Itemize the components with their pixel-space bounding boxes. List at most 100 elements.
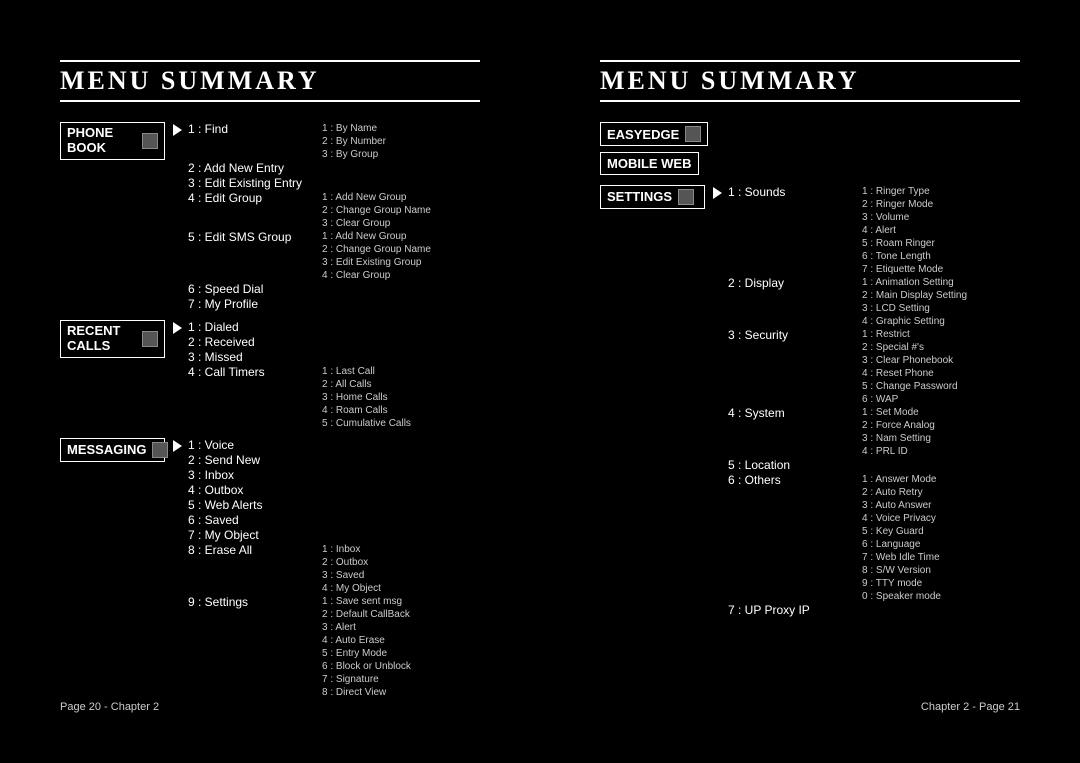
menu-item: 3 : Inbox (188, 468, 308, 483)
submenu-item: 3 : Nam Setting (862, 432, 967, 445)
level2-column: 1 : Inbox2 : Outbox3 : Saved4 : My Objec… (322, 438, 411, 699)
submenu-item: 5 : Key Guard (862, 525, 967, 538)
menu-item: 6 : Others (728, 473, 848, 488)
submenu-item: 1 : Save sent msg (322, 595, 411, 608)
submenu-item: 1 : Last Call (322, 365, 411, 378)
section-label-text: RECENT CALLS (67, 324, 136, 354)
submenu-item: 1 : Set Mode (862, 406, 967, 419)
page-title: MENU SUMMARY (60, 60, 480, 102)
section-icon (678, 189, 694, 205)
submenu-item: 3 : Volume (862, 211, 967, 224)
submenu-item: 7 : Signature (322, 673, 411, 686)
menu-item: 4 : Call Timers (188, 365, 308, 380)
submenu-item: 3 : Clear Group (322, 217, 431, 230)
submenu-item: 1 : Add New Group (322, 191, 431, 204)
submenu-item: 1 : Inbox (322, 543, 411, 556)
submenu-item: 4 : Graphic Setting (862, 315, 967, 328)
section-label: PHONE BOOK (60, 122, 165, 160)
menu-item: 5 : Location (728, 458, 848, 473)
submenu-item: 5 : Change Password (862, 380, 967, 393)
menu-item: 3 : Security (728, 328, 848, 343)
menu-item: 2 : Send New (188, 453, 308, 468)
left-content: PHONE BOOK 1 : Find 2 : Add New Entry3 : E… (60, 122, 480, 699)
menu-item: 3 : Edit Existing Entry (188, 176, 308, 191)
menu-section: MESSAGING1 : Voice2 : Send New3 : Inbox4… (60, 438, 480, 699)
menu-item: 1 : Voice (188, 438, 308, 453)
section-icon (142, 331, 158, 347)
submenu-item: 6 : Language (862, 538, 967, 551)
right-page: MENU SUMMARY EASYEDGEMOBILE WEB SETTINGS… (540, 0, 1080, 763)
section-label: RECENT CALLS (60, 320, 165, 358)
submenu-item: 2 : Special #'s (862, 341, 967, 354)
menu-item: 6 : Saved (188, 513, 308, 528)
submenu-item: 9 : TTY mode (862, 577, 967, 590)
submenu-item: 0 : Speaker mode (862, 590, 967, 603)
submenu-item: 1 : Answer Mode (862, 473, 967, 486)
submenu-item: 3 : Home Calls (322, 391, 411, 404)
section-label-text: MOBILE WEB (607, 156, 692, 171)
label-column: PHONE BOOK (60, 122, 165, 160)
submenu-item: 3 : Auto Answer (862, 499, 967, 512)
content-columns: 1 : Sounds2 : Display3 : Security4 : Sys… (728, 185, 1020, 618)
section-label-text: SETTINGS (607, 190, 672, 205)
top-label-row: MOBILE WEB (600, 152, 1020, 175)
submenu-item: 2 : Outbox (322, 556, 411, 569)
label-column: RECENT CALLS (60, 320, 165, 358)
level2-column: 1 : Last Call2 : All Calls3 : Home Calls… (322, 320, 411, 430)
submenu-item: 5 : Cumulative Calls (322, 417, 411, 430)
menu-item: 2 : Add New Entry (188, 161, 308, 176)
submenu-item: 4 : Alert (862, 224, 967, 237)
menu-item: 8 : Erase All (188, 543, 308, 558)
submenu-item: 3 : Saved (322, 569, 411, 582)
label-column: MESSAGING (60, 438, 165, 462)
submenu-item: 2 : Change Group Name (322, 243, 431, 256)
menu-section: PHONE BOOK 1 : Find 2 : Add New Entry3 : E… (60, 122, 480, 312)
submenu-item: 3 : Clear Phonebook (862, 354, 967, 367)
submenu-item: 1 : Ringer Type (862, 185, 967, 198)
level1-column: 1 : Sounds2 : Display3 : Security4 : Sys… (728, 185, 848, 618)
submenu-item: 1 : Add New Group (322, 230, 431, 243)
content-columns: 1 : Dialed2 : Received3 : Missed4 : Call… (188, 320, 480, 430)
submenu-item: 3 : By Group (322, 148, 431, 161)
submenu-item: 4 : Voice Privacy (862, 512, 967, 525)
menu-item: 2 : Received (188, 335, 308, 350)
submenu-item: 1 : By Name (322, 122, 431, 135)
menu-item: 2 : Display (728, 276, 848, 291)
section-label-text: PHONE BOOK (67, 126, 136, 156)
content-columns: 1 : Find 2 : Add New Entry3 : Edit Existi… (188, 122, 480, 312)
submenu-item: 2 : Ringer Mode (862, 198, 967, 211)
level2-column: 1 : By Name2 : By Number3 : By Group 1 : … (322, 122, 431, 312)
section-label: EASYEDGE (600, 122, 708, 146)
arrow-icon (713, 187, 722, 199)
submenu-item: 4 : Roam Calls (322, 404, 411, 417)
menu-item: 3 : Missed (188, 350, 308, 365)
submenu-item: 4 : Clear Group (322, 269, 431, 282)
submenu-item: 5 : Entry Mode (322, 647, 411, 660)
submenu-item: 2 : Default CallBack (322, 608, 411, 621)
level2-column: 1 : Ringer Type2 : Ringer Mode3 : Volume… (862, 185, 967, 618)
section-icon (685, 126, 701, 142)
submenu-item: 4 : Reset Phone (862, 367, 967, 380)
arrow-icon (173, 124, 182, 136)
menu-item: 7 : UP Proxy IP (728, 603, 848, 618)
right-top-labels: EASYEDGE MOBILE WEB (600, 122, 1020, 175)
menu-item: 9 : Settings (188, 595, 308, 610)
menu-item: 5 : Edit SMS Group (188, 230, 308, 245)
submenu-item: 6 : Block or Unblock (322, 660, 411, 673)
left-page: MENU SUMMARY PHONE BOOK 1 : Find 2 : Add N… (0, 0, 540, 763)
submenu-item: 2 : Change Group Name (322, 204, 431, 217)
page-spread: MENU SUMMARY PHONE BOOK 1 : Find 2 : Add N… (0, 0, 1080, 763)
right-content: SETTINGS1 : Sounds2 : Display3 : Securit… (600, 185, 1020, 618)
submenu-item: 3 : LCD Setting (862, 302, 967, 315)
menu-item: 1 : Find (188, 122, 308, 137)
submenu-item: 2 : All Calls (322, 378, 411, 391)
submenu-item: 1 : Animation Setting (862, 276, 967, 289)
submenu-item: 5 : Roam Ringer (862, 237, 967, 250)
section-label: SETTINGS (600, 185, 705, 209)
section-label: MOBILE WEB (600, 152, 699, 175)
menu-item: 1 : Dialed (188, 320, 308, 335)
submenu-item: 2 : By Number (322, 135, 431, 148)
submenu-item: 6 : WAP (862, 393, 967, 406)
arrow-icon (173, 440, 182, 452)
section-label: MESSAGING (60, 438, 165, 462)
